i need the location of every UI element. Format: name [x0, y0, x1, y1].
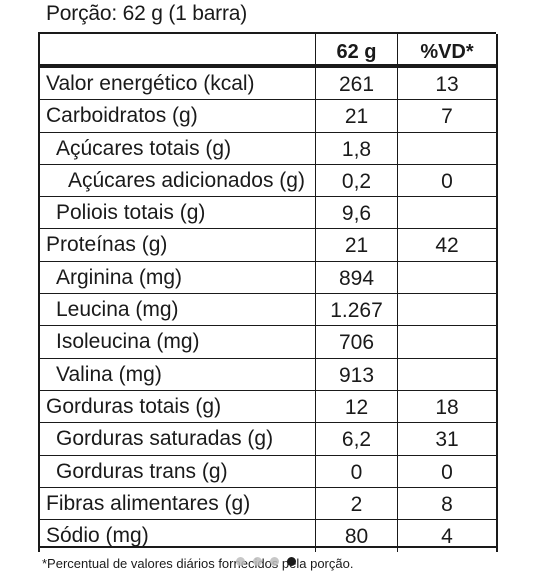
- nutrient-name: Gorduras totais (g): [40, 390, 316, 423]
- nutrient-name: Gorduras saturadas (g): [40, 423, 316, 455]
- nutrient-name: Fibras alimentares (g): [40, 487, 316, 520]
- table-row: Gorduras trans (g) 0 0: [40, 455, 496, 488]
- table-row: Proteínas (g) 21 42: [40, 229, 496, 262]
- portion-label: Porção: 62 g (1 barra): [46, 2, 248, 25]
- nutrient-name: Arginina (mg): [40, 261, 316, 294]
- nutrient-vd: 13: [435, 73, 459, 96]
- nutrient-vd: [398, 359, 496, 390]
- nutrient-vd: [398, 262, 496, 293]
- nutrient-vd: 0: [441, 460, 453, 484]
- nutrient-vd: 18: [435, 395, 459, 419]
- nutrient-name: Sódio (mg): [40, 520, 316, 553]
- nutrient-name: Gorduras trans (g): [40, 455, 316, 487]
- table-row: Carboidratos (g) 21 7: [40, 100, 496, 133]
- nutrient-qty: 21: [316, 100, 398, 132]
- nutrient-name: Carboidratos (g): [40, 100, 316, 132]
- nutrient-name: Açúcares totais (g): [40, 132, 316, 164]
- nutrient-vd: [398, 294, 496, 325]
- nutrient-name: Leucina (mg): [40, 294, 316, 326]
- header-name-cell: [40, 34, 316, 64]
- nutrient-vd: 4: [441, 525, 453, 549]
- nutrient-qty: 21: [316, 229, 398, 261]
- nutrient-vd: 0: [441, 169, 453, 193]
- nutrient-qty: 261: [316, 68, 398, 100]
- nutrient-vd: [398, 326, 496, 357]
- nutrient-name: Valina (mg): [40, 358, 316, 390]
- table-row: Valor energético (kcal) 261 13: [40, 68, 496, 101]
- carousel-dots: [236, 557, 296, 566]
- table-row: Gorduras totais (g) 12 18: [40, 390, 496, 424]
- table-row: Valina (mg) 913: [40, 358, 496, 391]
- nutrient-name: Proteínas (g): [40, 229, 316, 261]
- nutrient-qty: 80: [316, 520, 398, 553]
- nutrient-vd: 7: [441, 105, 453, 129]
- table-top-rule: [38, 32, 496, 34]
- table-row: Arginina (mg) 894: [40, 261, 496, 295]
- nutrient-qty: 913: [316, 358, 398, 390]
- nutrient-qty: 9,6: [316, 197, 398, 229]
- table-header: 62 g %VD*: [40, 34, 496, 68]
- nutrient-name: Valor energético (kcal): [40, 68, 316, 100]
- nutrient-qty: 1.267: [316, 294, 398, 326]
- nutrient-name: Poliois totais (g): [40, 197, 316, 229]
- table-row: Sódio (mg) 80 4: [40, 520, 496, 553]
- nutrient-qty: 0: [316, 455, 398, 487]
- nutrient-qty: 706: [316, 326, 398, 358]
- carousel-dot-active[interactable]: [287, 557, 296, 566]
- nutrient-name: Açúcares adicionados (g): [40, 164, 316, 197]
- footnote-left-border: [38, 538, 40, 548]
- table-row: Açúcares totais (g) 1,8: [40, 132, 496, 165]
- footnote-area: *Percentual de valores diários fornecido…: [0, 538, 533, 580]
- table-row: Leucina (mg) 1.267: [40, 294, 496, 327]
- nutrient-qty: 0,2: [316, 164, 398, 197]
- footnote-rule: [38, 546, 498, 548]
- footnote-text: *Percentual de valores diários fornecido…: [42, 556, 354, 571]
- header-qty: 62 g: [316, 34, 398, 64]
- footnote-right-border: [496, 538, 498, 548]
- nutrient-vd: [398, 197, 496, 228]
- carousel-dot[interactable]: [270, 557, 279, 566]
- nutrient-vd: 31: [435, 428, 459, 452]
- table-row: Gorduras saturadas (g) 6,2 31: [40, 423, 496, 456]
- header-vd: %VD*: [420, 41, 474, 63]
- carousel-dot[interactable]: [236, 557, 245, 566]
- table-row: Açúcares adicionados (g) 0,2 0: [40, 164, 496, 198]
- nutrient-qty: 1,8: [316, 132, 398, 164]
- nutrient-qty: 2: [316, 487, 398, 520]
- table-row: Isoleucina (mg) 706: [40, 326, 496, 359]
- nutrient-qty: 894: [316, 261, 398, 294]
- nutrient-name: Isoleucina (mg): [40, 326, 316, 358]
- table-row: Fibras alimentares (g) 2 8: [40, 487, 496, 521]
- nutrient-vd: 8: [441, 492, 453, 516]
- nutrient-vd: 42: [435, 234, 459, 258]
- carousel-dot[interactable]: [253, 557, 262, 566]
- nutrient-qty: 6,2: [316, 423, 398, 455]
- nutrition-table: 62 g %VD* Valor energético (kcal) 261 13…: [38, 34, 498, 553]
- nutrient-qty: 12: [316, 390, 398, 423]
- table-row: Poliois totais (g) 9,6: [40, 197, 496, 230]
- nutrient-vd: [398, 133, 496, 164]
